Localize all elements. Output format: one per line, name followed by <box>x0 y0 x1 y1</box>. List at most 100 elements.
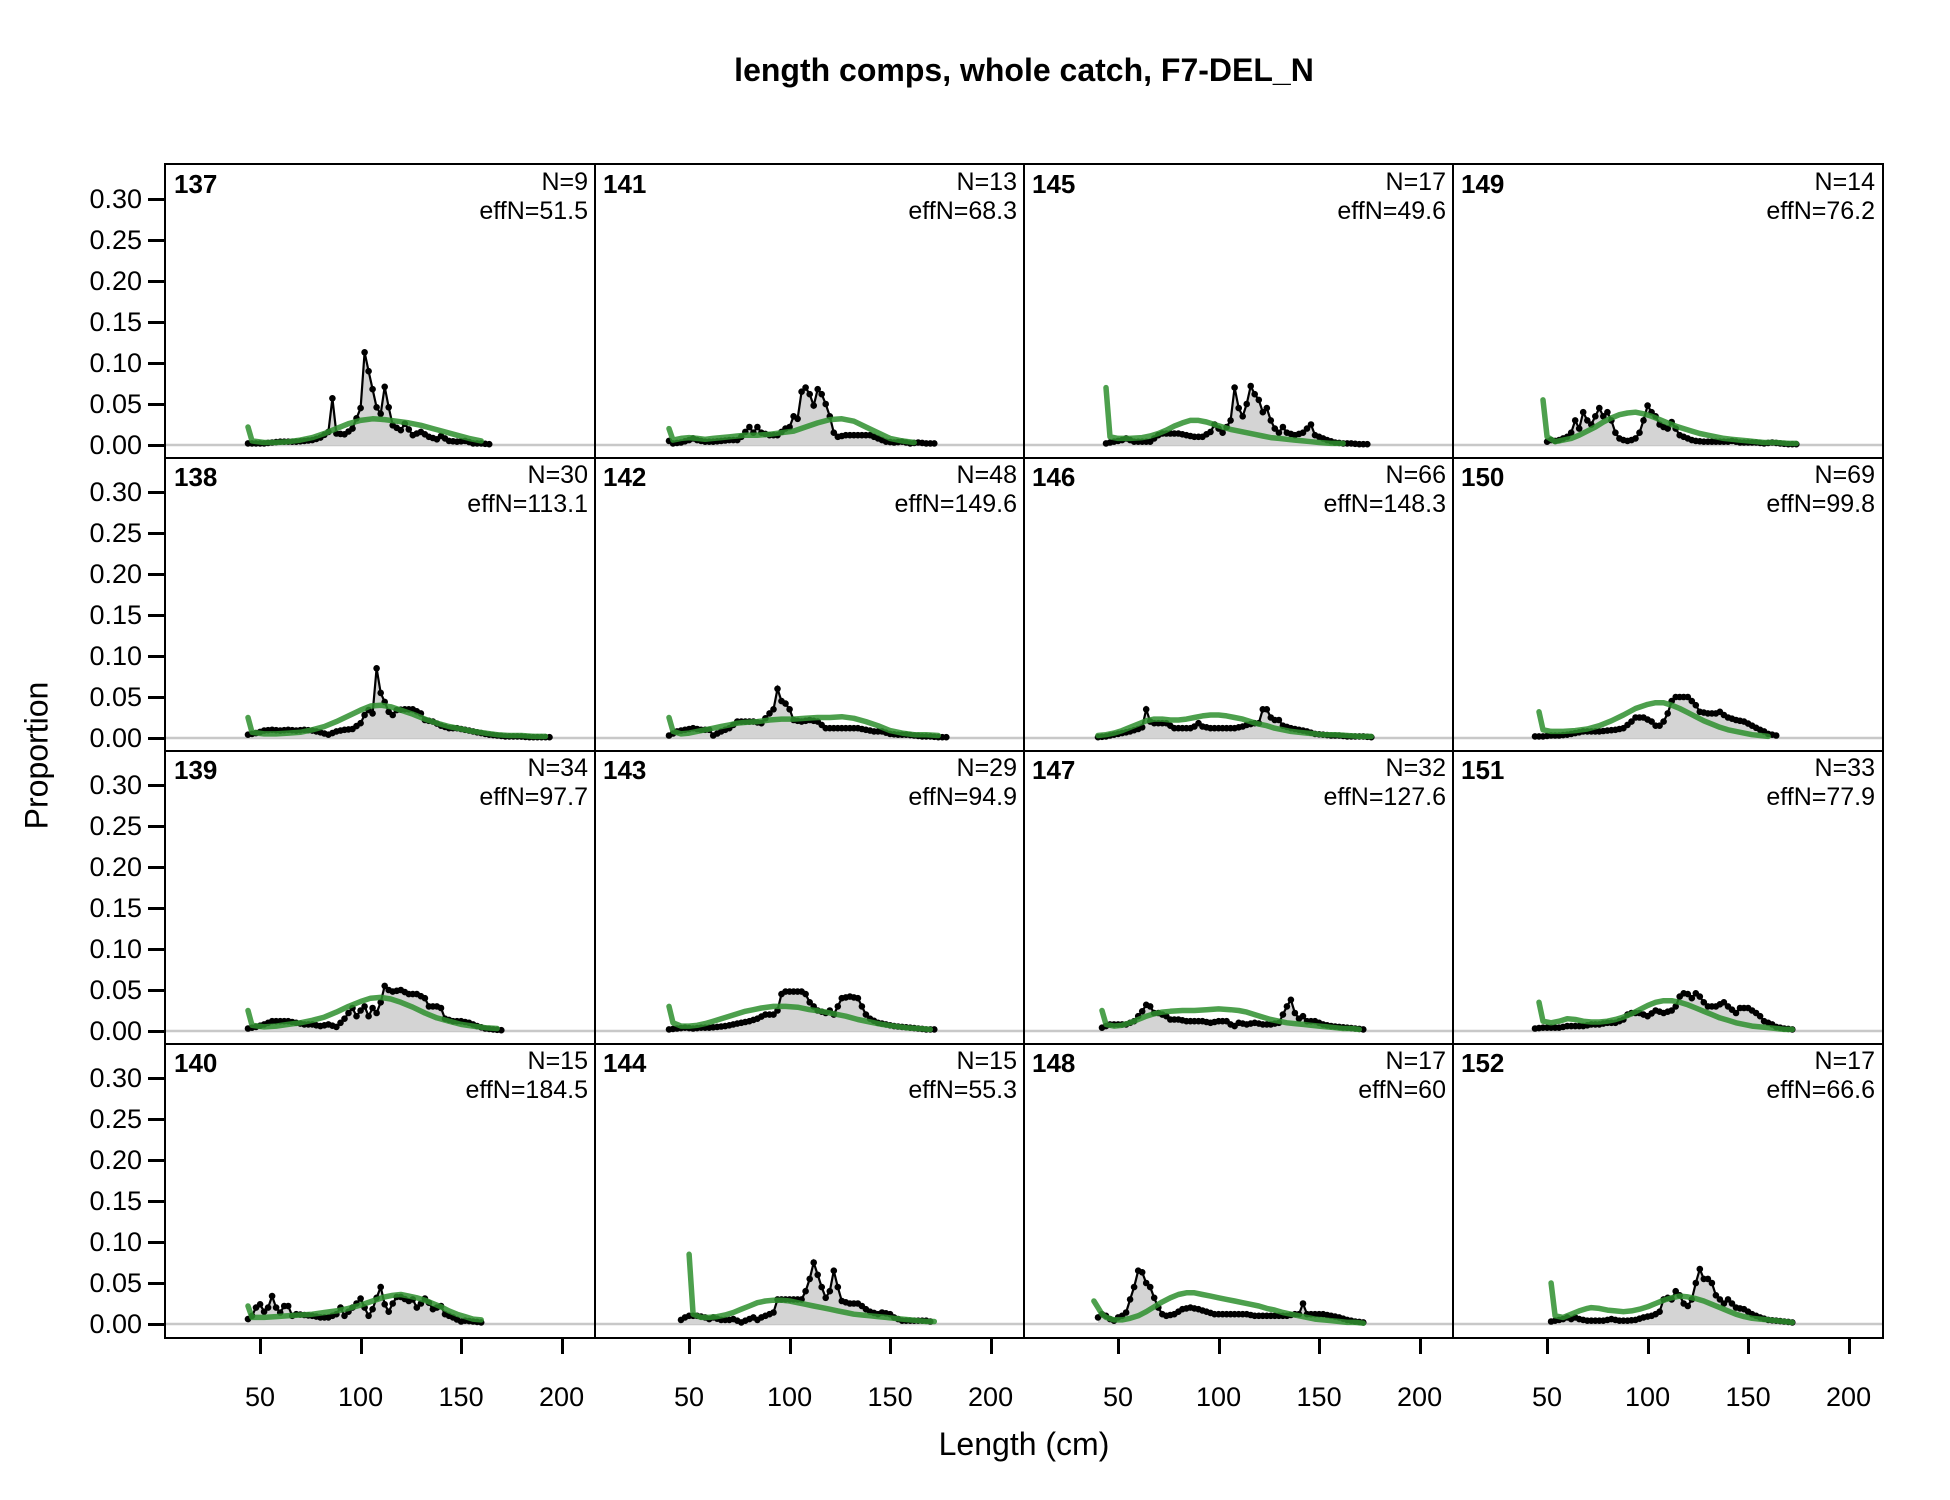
y-tick-label: 0.25 <box>89 225 142 255</box>
x-tick-label: 100 <box>1625 1382 1671 1412</box>
observed-point <box>1648 718 1655 725</box>
panel-146: 146 N=66 effN=148.3 <box>1024 458 1453 751</box>
observed-area <box>669 387 935 445</box>
panel-141: 141 N=13 effN=68.3 <box>595 165 1024 458</box>
panel-year-label: 140 <box>174 1048 218 1078</box>
observed-point <box>1700 999 1708 1006</box>
observed-point <box>830 429 838 437</box>
panel-year-label: 138 <box>174 462 218 492</box>
observed-area <box>1106 386 1368 445</box>
panel-sample-size-label: N=17 effN=49.6 <box>1337 168 1446 225</box>
x-tick-mark <box>688 1339 692 1354</box>
observed-point <box>1267 417 1275 424</box>
x-tick-label: 150 <box>1296 1382 1342 1412</box>
x-tick-mark <box>989 1339 993 1354</box>
y-tick-mark <box>148 989 164 992</box>
panel-139: 139 N=34 effN=97.7 <box>166 751 595 1044</box>
observed-point <box>770 1309 777 1316</box>
observed-point <box>1656 722 1663 729</box>
y-tick-label: 0.10 <box>89 1227 142 1257</box>
y-tick-mark <box>148 198 164 201</box>
observed-point <box>1207 428 1214 436</box>
panel-sample-size-label: N=34 effN=97.7 <box>479 754 588 811</box>
panel-year-label: 150 <box>1461 462 1505 492</box>
observed-point <box>806 999 813 1006</box>
panel-sample-size-label: N=30 effN=113.1 <box>467 461 588 518</box>
y-tick-mark <box>148 1323 164 1326</box>
observed-point <box>1571 417 1579 424</box>
expected-line <box>245 994 500 1032</box>
observed-point <box>1575 425 1583 432</box>
observed-point <box>822 400 829 408</box>
observed-point <box>858 1003 866 1010</box>
observed-point <box>1692 1279 1700 1287</box>
observed-point <box>1579 408 1587 416</box>
panel-plot-138 <box>166 665 595 741</box>
observed-point <box>1283 1003 1291 1010</box>
panel-plot-145 <box>1024 382 1453 448</box>
panel-divider-horizontal <box>166 1043 1882 1045</box>
observed-point <box>1271 425 1279 432</box>
panel-year-label: 152 <box>1461 1048 1505 1078</box>
observed-point <box>1364 440 1371 448</box>
observed-point <box>1150 1294 1158 1302</box>
x-tick-label: 100 <box>338 1382 384 1412</box>
panel-grid: 137 N=9 effN=51.5 138 N=30 effN=113.1 139 N=34 e… <box>164 163 1884 1339</box>
expected-line <box>1536 997 1796 1033</box>
y-tick-mark <box>148 1282 164 1285</box>
panel-divider-horizontal <box>166 457 1882 459</box>
observed-point <box>373 1009 380 1017</box>
expected-line <box>245 416 484 446</box>
panel-plot-147 <box>1024 996 1453 1033</box>
observed-point <box>377 999 384 1006</box>
expected-line <box>245 702 549 740</box>
x-tick-label: 100 <box>767 1382 813 1412</box>
observed-point <box>754 423 761 431</box>
y-tick-label: 0.30 <box>89 477 142 507</box>
y-tick-label: 0.00 <box>89 1309 142 1339</box>
y-tick-mark <box>148 1077 164 1080</box>
expected-line <box>666 713 942 739</box>
y-tick-mark <box>148 696 164 699</box>
y-tick-mark <box>148 907 164 910</box>
x-tick-label: 50 <box>1532 1382 1563 1412</box>
panel-year-label: 142 <box>603 462 647 492</box>
observed-point <box>1684 1302 1692 1310</box>
observed-point <box>1684 693 1692 701</box>
panel-year-label: 143 <box>603 755 647 785</box>
panel-150: 150 N=69 effN=99.8 <box>1453 458 1882 751</box>
observed-point <box>746 423 753 431</box>
observed-point <box>1604 408 1611 416</box>
observed-point <box>365 367 372 375</box>
observed-point <box>766 710 773 717</box>
y-tick-label: 0.20 <box>89 1145 142 1175</box>
panel-151: 151 N=33 effN=77.9 <box>1453 751 1882 1044</box>
panel-plot-146 <box>1024 705 1453 741</box>
observed-point <box>1122 1309 1130 1316</box>
panel-year-label: 148 <box>1032 1048 1076 1078</box>
panel-sample-size-label: N=13 effN=68.3 <box>908 168 1017 225</box>
observed-point <box>806 390 813 398</box>
observed-point <box>1720 1300 1728 1307</box>
y-tick-mark <box>148 1241 164 1244</box>
observed-point <box>1724 1296 1732 1303</box>
observed-point <box>1656 1308 1663 1315</box>
y-tick-label: 0.10 <box>89 934 142 964</box>
observed-point <box>385 1308 392 1315</box>
observed-point <box>381 1301 388 1308</box>
x-axis-label: Length (cm) <box>938 1426 1110 1462</box>
observed-point <box>1728 1300 1736 1307</box>
panel-137: 137 N=9 effN=51.5 <box>166 165 595 458</box>
observed-point <box>361 711 368 719</box>
observed-point <box>485 440 493 448</box>
panel-plot-143 <box>595 988 1024 1033</box>
observed-point <box>1672 1003 1679 1010</box>
y-tick-label: 0.25 <box>89 518 142 548</box>
panel-145: 145 N=17 effN=49.6 <box>1024 165 1453 458</box>
y-tick-mark <box>148 614 164 617</box>
observed-point <box>1732 1009 1740 1017</box>
observed-point <box>1275 429 1283 437</box>
observed-point <box>1716 1296 1724 1303</box>
panel-sample-size-label: N=17 effN=60 <box>1358 1047 1446 1104</box>
y-tick-mark <box>148 784 164 787</box>
